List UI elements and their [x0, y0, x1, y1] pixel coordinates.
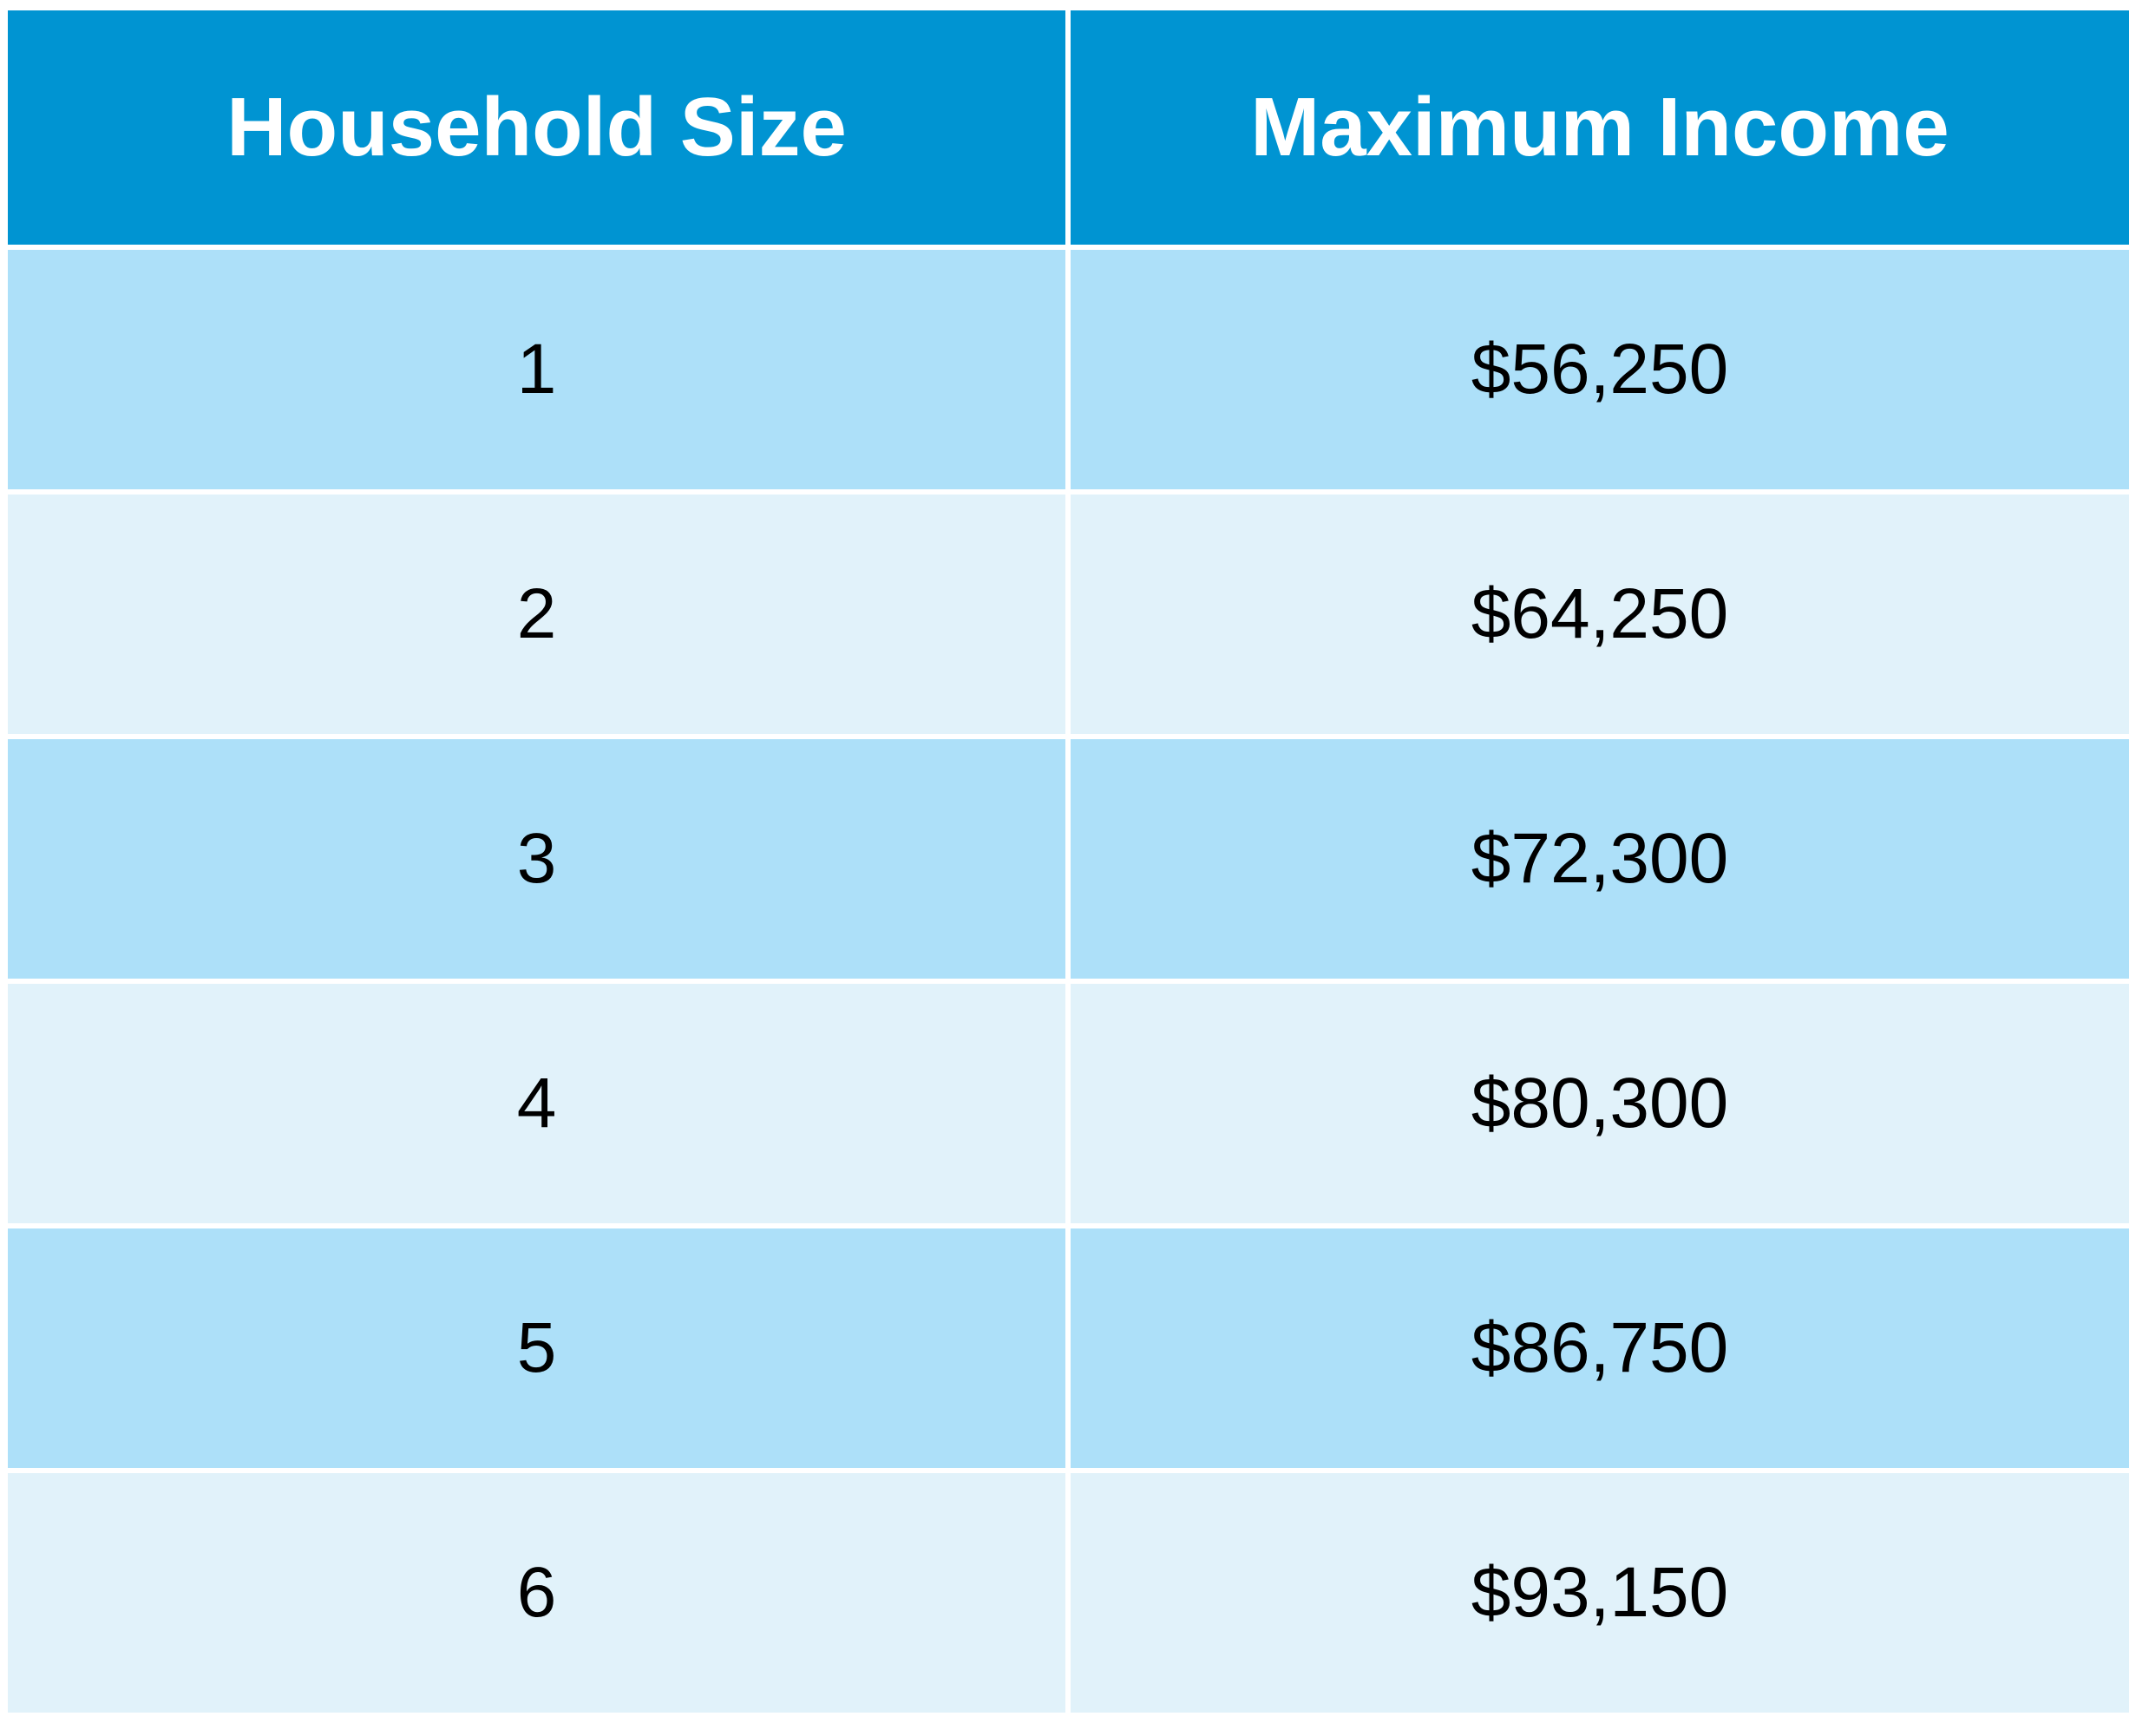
household-size-cell: 1 [8, 250, 1065, 489]
household-size-cell: 2 [8, 495, 1065, 734]
maximum-income-cell: $93,150 [1071, 1473, 2129, 1713]
header-household-size: Household Size [8, 10, 1065, 245]
maximum-income-cell: $56,250 [1071, 250, 2129, 489]
household-size-cell: 3 [8, 739, 1065, 979]
maximum-income-cell: $64,250 [1071, 495, 2129, 734]
maximum-income-cell: $86,750 [1071, 1228, 2129, 1468]
household-size-cell: 5 [8, 1228, 1065, 1468]
maximum-income-cell: $72,300 [1071, 739, 2129, 979]
household-size-cell: 6 [8, 1473, 1065, 1713]
header-maximum-income: Maximum Income [1071, 10, 2129, 245]
household-size-cell: 4 [8, 984, 1065, 1223]
maximum-income-cell: $80,300 [1071, 984, 2129, 1223]
income-table: Household Size Maximum Income 1 $56,250 … [8, 10, 2129, 1713]
